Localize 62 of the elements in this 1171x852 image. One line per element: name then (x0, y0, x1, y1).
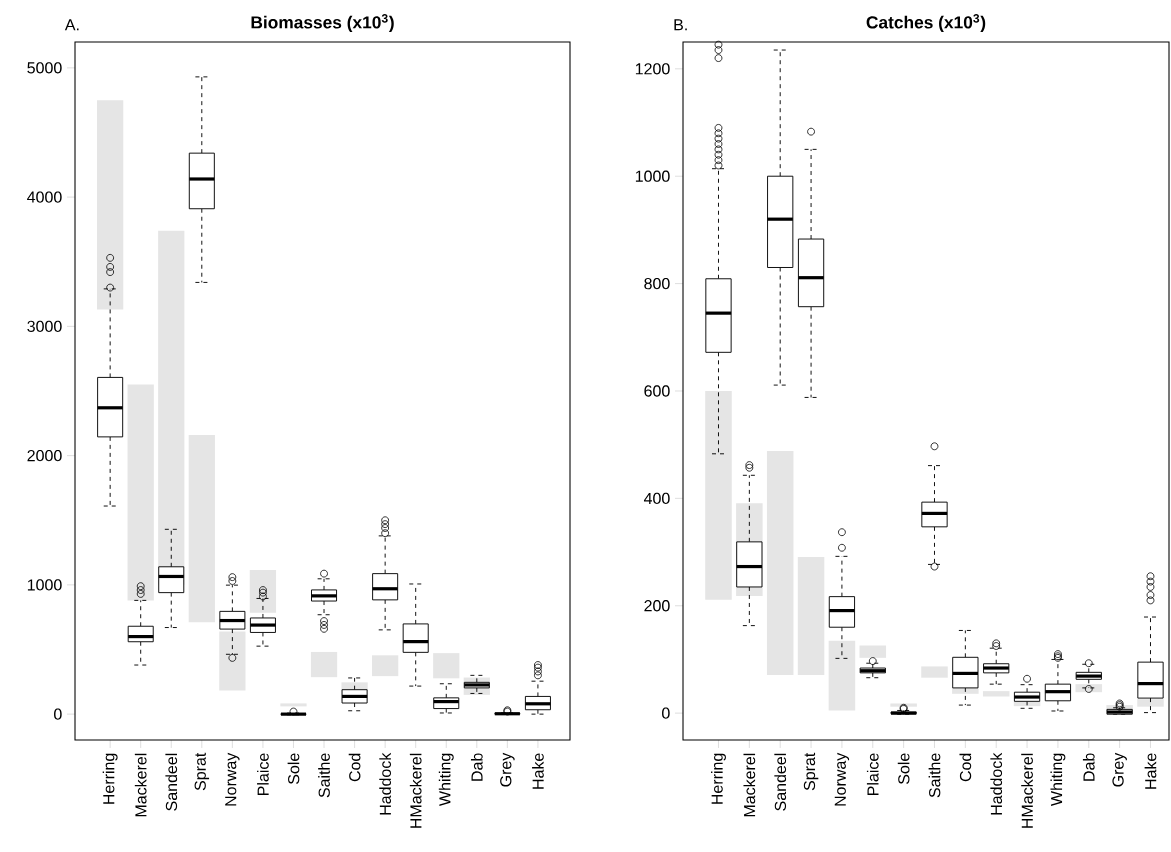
x-tick-label: HMackerel (1021, 753, 1033, 828)
x-tick-label: Sole (287, 753, 300, 784)
y-tick-label: 0 (54, 708, 62, 720)
x-tick-label: Cod (959, 753, 972, 782)
x-tick-label: Sandeel (774, 753, 787, 811)
x-tick-label: Grey (1112, 752, 1127, 787)
bar (97, 100, 124, 310)
x-tick-label: HMackerel (409, 753, 422, 828)
x-tick-label: Norway (834, 752, 850, 806)
x-tick-label: Dab (1082, 753, 1095, 781)
bar (433, 653, 460, 679)
bar (859, 645, 887, 658)
text: A. (64, 19, 79, 31)
chart-title: Catches (x10$^{3}$) (866, 14, 986, 32)
bar (797, 556, 825, 676)
y-tick-label: 400 (643, 492, 670, 505)
y-tick-label: 4000 (27, 191, 62, 203)
bar (766, 451, 794, 676)
x-tick-label: Plaice (257, 753, 269, 795)
y-tick-label: 1000 (27, 579, 62, 591)
y-tick-label: 5000 (27, 62, 62, 74)
y-tick-label: 1000 (635, 170, 670, 182)
text: B. (674, 19, 687, 31)
x-tick-label: Plaice (866, 753, 879, 795)
y-tick-label: 800 (644, 277, 670, 290)
x-tick-label: Hake (532, 753, 544, 789)
y-tick-label: 0 (662, 707, 670, 719)
x-tick-label: Herring (711, 753, 726, 804)
x-tick-label: Saithe (318, 753, 330, 798)
y-tick-label: 600 (644, 385, 670, 397)
bar (1137, 699, 1164, 707)
x-tick-label: Cod (348, 753, 361, 782)
bar (705, 390, 732, 600)
x-tick-label: Grey (500, 752, 515, 787)
x-tick-label: Saithe (928, 753, 941, 798)
bar (828, 640, 856, 711)
bar (372, 655, 399, 677)
bar (188, 434, 215, 623)
bar (310, 651, 338, 678)
x-tick-label: Dab (470, 753, 483, 781)
x-tick-label: Haddock (990, 752, 1003, 815)
y-tick-label: 3000 (27, 320, 62, 333)
bar (249, 569, 277, 613)
y-tick-label: 200 (644, 600, 670, 612)
x-tick-label: Hake (1144, 753, 1157, 789)
chart-title: Biomasses (x10$^{3}$) (251, 14, 394, 32)
y-tick-label: 1200 (635, 63, 670, 75)
bar (921, 666, 948, 678)
x-tick-label: Sandeel (165, 753, 178, 811)
x-tick-label: Whiting (438, 753, 454, 806)
x-tick-label: Sole (897, 753, 910, 784)
bar (127, 384, 154, 601)
x-tick-label: Mackerel (743, 753, 756, 817)
bar (982, 691, 1010, 697)
x-tick-label: Sprat (194, 752, 210, 791)
y-tick-label: 2000 (27, 449, 62, 462)
x-tick-label: Herring (102, 753, 118, 804)
x-tick-label: Mackerel (134, 753, 147, 817)
x-tick-label: Haddock (379, 752, 392, 815)
x-tick-label: Norway (225, 752, 240, 806)
x-tick-label: Whiting (1050, 753, 1066, 806)
x-tick-label: Sprat (803, 752, 819, 791)
